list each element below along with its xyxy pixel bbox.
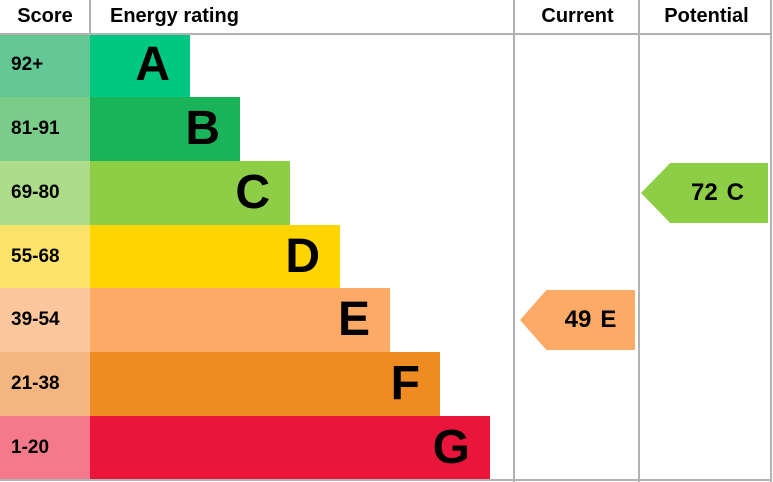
score-range-f: 21-38	[0, 352, 90, 417]
bar-e: E	[90, 288, 390, 353]
band-row-d: 55-68 D	[0, 224, 773, 289]
right-border	[770, 0, 772, 482]
band-row-e: 39-54 E	[0, 288, 773, 353]
current-band: E	[600, 306, 617, 333]
bar-letter-g: G	[432, 421, 470, 475]
score-range-g: 1-20	[0, 416, 90, 481]
bar-b: B	[90, 96, 240, 161]
potential-score: 72	[690, 179, 718, 206]
bar-letter-a: A	[135, 37, 170, 91]
divider-current-potential	[638, 0, 640, 482]
score-range-b: 81-91	[0, 96, 90, 161]
score-range-e: 39-54	[0, 288, 90, 353]
current-score: 49	[564, 306, 592, 333]
header-underline	[0, 33, 772, 35]
potential-marker: 72 C	[641, 163, 768, 223]
bar-letter-e: E	[337, 293, 370, 347]
bar-letter-c: C	[235, 165, 270, 219]
bar-letter-d: D	[285, 229, 320, 283]
divider-rating-current	[513, 0, 515, 482]
band-row-b: 81-91 B	[0, 96, 773, 161]
bar-f: F	[90, 352, 440, 417]
bar-letter-b: B	[185, 101, 220, 155]
bar-letter-f: F	[390, 357, 420, 411]
potential-band: C	[726, 179, 745, 206]
score-range-a: 92+	[0, 33, 90, 97]
score-range-c: 69-80	[0, 160, 90, 225]
band-row-c: 69-80 C	[0, 160, 773, 225]
current-marker: 49 E	[520, 290, 635, 350]
header-current: Current	[541, 5, 614, 27]
header-potential: Potential	[664, 5, 749, 27]
divider-score-rating	[89, 0, 91, 33]
rating-bands: 92+ A 81-91 B 69-80 C 55-68 D 39-54 E 21…	[0, 33, 773, 481]
bar-g: G	[90, 416, 490, 481]
header-score: Score	[17, 5, 73, 27]
header-row: Score Energy rating Current Potential	[0, 0, 773, 33]
score-range-d: 55-68	[0, 224, 90, 289]
bar-a: A	[90, 33, 190, 97]
band-row-g: 1-20 G	[0, 416, 773, 481]
bar-d: D	[90, 224, 340, 289]
header-energy-rating: Energy rating	[110, 5, 239, 27]
bar-c: C	[90, 160, 290, 225]
band-row-f: 21-38 F	[0, 352, 773, 417]
band-row-a: 92+ A	[0, 33, 773, 97]
bottom-border	[0, 479, 772, 481]
